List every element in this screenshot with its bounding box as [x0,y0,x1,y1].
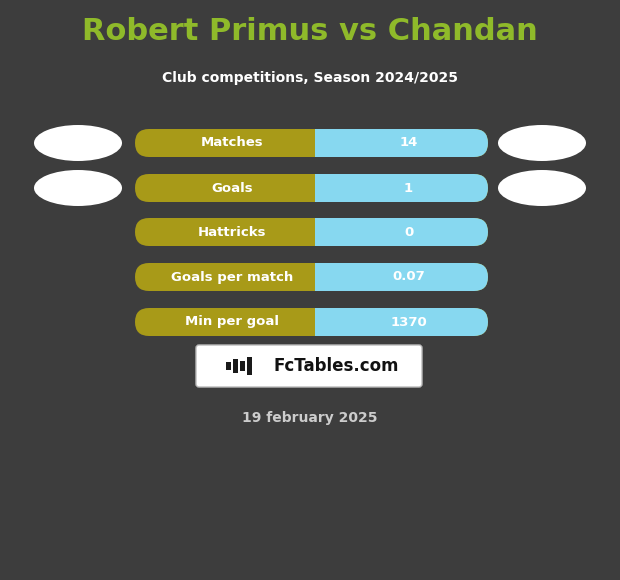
Text: Goals per match: Goals per match [171,270,293,284]
Bar [315,263,329,291]
Bar [315,174,329,202]
FancyBboxPatch shape [135,218,488,246]
Bar [315,308,329,336]
Bar [315,129,329,157]
Text: 19 february 2025: 19 february 2025 [242,411,378,425]
Bar [315,218,329,246]
FancyBboxPatch shape [315,129,488,157]
FancyBboxPatch shape [135,174,488,202]
Bar [226,362,231,370]
Text: 1: 1 [404,182,413,194]
FancyBboxPatch shape [315,218,488,246]
Ellipse shape [498,170,586,206]
Text: FcTables.com: FcTables.com [274,357,399,375]
Text: 1370: 1370 [390,316,427,328]
Text: Club competitions, Season 2024/2025: Club competitions, Season 2024/2025 [162,71,458,85]
Text: 0.07: 0.07 [392,270,425,284]
FancyBboxPatch shape [135,129,488,157]
FancyBboxPatch shape [315,308,488,336]
Bar [240,361,245,371]
FancyBboxPatch shape [196,345,422,387]
FancyBboxPatch shape [135,308,488,336]
Bar [233,359,238,373]
Text: Min per goal: Min per goal [185,316,279,328]
Ellipse shape [34,125,122,161]
Text: Goals: Goals [211,182,253,194]
Bar [247,357,252,375]
Text: 14: 14 [399,136,418,150]
FancyBboxPatch shape [315,174,488,202]
FancyBboxPatch shape [135,263,488,291]
Text: 0: 0 [404,226,413,238]
FancyBboxPatch shape [315,263,488,291]
Text: Robert Primus vs Chandan: Robert Primus vs Chandan [82,17,538,46]
Text: Matches: Matches [201,136,264,150]
Ellipse shape [34,170,122,206]
Text: Hattricks: Hattricks [198,226,267,238]
Ellipse shape [498,125,586,161]
